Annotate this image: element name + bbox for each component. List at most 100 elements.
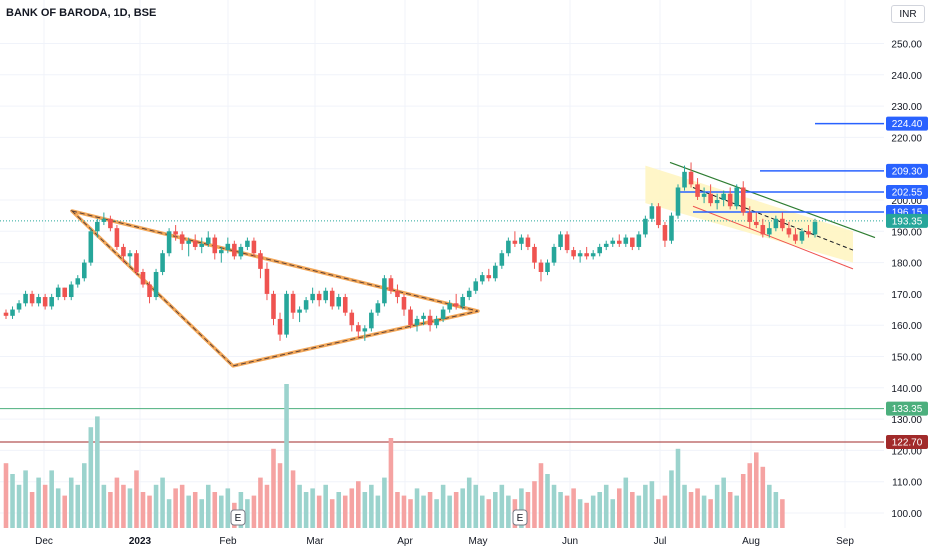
candle-body — [486, 275, 492, 279]
candle-body — [597, 246, 602, 254]
candle-body — [675, 187, 681, 216]
candle-body — [479, 275, 485, 282]
candle-body — [780, 218, 785, 229]
volume-bar — [316, 495, 322, 528]
candle-body — [714, 200, 720, 204]
candle-body — [669, 215, 674, 241]
volume-bar — [662, 495, 668, 528]
candle-body — [519, 237, 524, 244]
candle-body — [121, 246, 126, 257]
volume-bar — [68, 477, 74, 528]
volume-bar — [721, 477, 726, 528]
volume-bar — [88, 427, 94, 528]
volume-bar — [303, 492, 309, 528]
volume-bar — [101, 484, 107, 528]
y-tick-label: 220.00 — [891, 133, 922, 144]
volume-bar — [127, 488, 133, 528]
volume-bar — [173, 488, 178, 528]
candle-body — [584, 253, 589, 257]
earnings-icon[interactable]: E — [230, 509, 246, 526]
candle-body — [173, 231, 178, 235]
candle-body — [506, 240, 511, 254]
volume-bar — [16, 484, 22, 528]
candle-body — [793, 234, 798, 241]
volume-bar — [55, 488, 61, 528]
channel-lower-line — [692, 205, 854, 270]
x-tick-label: Aug — [742, 536, 760, 547]
candle-body — [277, 318, 283, 335]
candle-body — [55, 287, 61, 298]
x-tick-label: Jun — [562, 536, 578, 547]
price-tag-blue-level: 202.55 — [886, 185, 928, 200]
volume-bar — [251, 495, 257, 528]
candle-body — [101, 218, 107, 222]
volume-bar — [688, 492, 694, 528]
time-axis[interactable]: Dec 2023 Feb Mar Apr May Jun Jul Aug Sep — [35, 536, 854, 547]
candle-body — [271, 293, 276, 319]
volume-bar — [479, 495, 485, 528]
volume-bar — [577, 499, 583, 528]
volume-bar — [695, 488, 700, 528]
volume-bar — [375, 495, 381, 528]
y-tick-label: 160.00 — [891, 321, 922, 332]
volume-bar — [427, 492, 433, 528]
symmetrical-triangle — [70, 209, 480, 368]
candle-body — [108, 218, 113, 229]
volume-bar — [616, 488, 622, 528]
volume-bar — [134, 470, 139, 528]
candle-body — [760, 225, 766, 235]
y-tick-label: 200.00 — [891, 196, 922, 207]
candle-body — [447, 303, 452, 310]
price-tag-bg — [886, 163, 928, 178]
volume-bar — [114, 477, 120, 528]
volume-bar — [82, 463, 87, 528]
volume-bar — [675, 448, 681, 528]
candle-body — [245, 240, 250, 247]
candle-body — [68, 284, 74, 298]
volume-bar — [434, 499, 439, 528]
candle-body — [727, 193, 733, 207]
volume-bar — [453, 492, 459, 528]
volume-bar — [545, 474, 550, 528]
volume-bar — [630, 492, 635, 528]
triangle-band — [70, 209, 480, 368]
volume-bar — [121, 484, 126, 528]
volume-bar — [571, 488, 576, 528]
y-tick-label: 250.00 — [891, 40, 922, 51]
volume-bar — [310, 488, 315, 528]
volume-bar — [623, 477, 629, 528]
candle-body — [290, 293, 296, 313]
volume-bar — [753, 452, 759, 528]
candle-body — [219, 250, 224, 254]
volume-bar — [147, 495, 152, 528]
candle-body — [799, 231, 805, 241]
volume-bar — [297, 484, 302, 528]
candle-body — [264, 268, 270, 294]
earnings-icon[interactable]: E — [512, 509, 528, 526]
candle-body — [590, 253, 596, 257]
candle-body — [199, 243, 205, 247]
x-tick-label: May — [469, 536, 488, 547]
volume-bar — [643, 484, 648, 528]
candle-body — [82, 262, 87, 279]
candle-body — [349, 312, 355, 326]
y-tick-label: 230.00 — [891, 102, 922, 113]
candle-body — [643, 218, 648, 235]
volume-bar — [382, 477, 387, 528]
volume-bar — [62, 495, 68, 528]
volume-bar — [395, 492, 400, 528]
price-tag-last-price: 193.35 — [886, 213, 928, 228]
candlesticks — [3, 162, 818, 341]
candle-body — [662, 225, 668, 241]
x-tick-label: Sep — [836, 536, 854, 547]
currency-button[interactable]: INR — [891, 5, 925, 23]
volume-bar — [519, 488, 524, 528]
volume-bar — [773, 492, 779, 528]
volume-bar — [414, 488, 420, 528]
candle-body — [695, 184, 700, 197]
x-tick-label: Jul — [654, 536, 667, 547]
candle-body — [623, 237, 629, 244]
candle-body — [473, 281, 479, 291]
